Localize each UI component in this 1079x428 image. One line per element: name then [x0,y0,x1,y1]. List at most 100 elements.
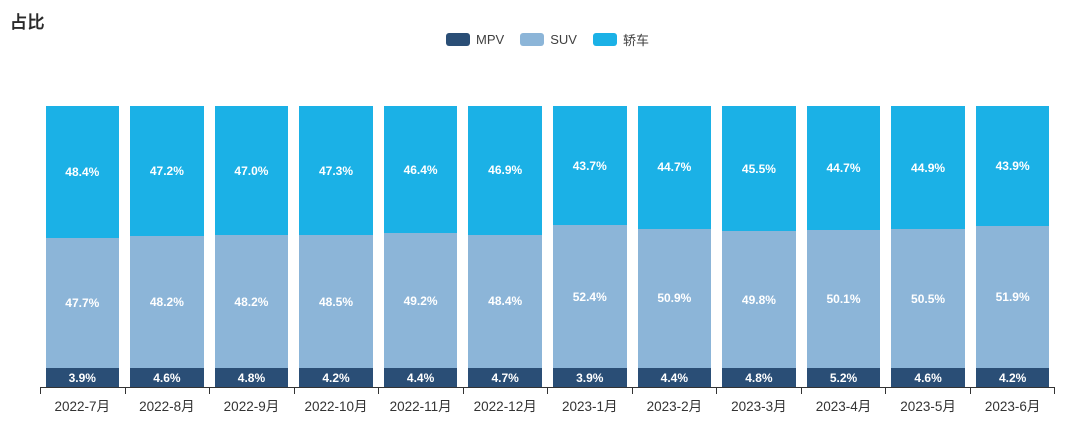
stacked-bar-2022-10月: 47.3% 48.5% 4.2% [299,106,373,387]
segment-value-label: 43.7% [572,158,607,173]
axis-tick [379,388,464,394]
bar-segment-轿车[interactable]: 48.4% [45,106,120,238]
plot-area: 48.4% 47.7% 3.9% 47.2% 48.2% 4.6% 47.0% 48.2% 4.… [40,106,1055,387]
bar-segment-MPV[interactable]: 4.4% [383,368,458,387]
segment-value-label: 3.9% [576,370,604,385]
bar-segment-MPV[interactable]: 5.2% [806,368,881,387]
bar-segment-MPV[interactable]: 4.7% [468,368,542,387]
stacked-bar-2023-2月: 44.7% 50.9% 4.4% [637,106,712,387]
bar-segment-MPV[interactable]: 4.8% [214,368,289,387]
bar-slot: 44.9% 50.5% 4.6% [886,106,971,387]
bar-segment-MPV[interactable]: 3.9% [552,368,627,387]
bar-segment-SUV[interactable]: 50.5% [891,229,965,368]
x-axis-label: 2023-4月 [815,399,872,414]
stacked-bar-2023-3月: 45.5% 49.8% 4.8% [722,106,796,387]
segment-value-label: 49.2% [403,293,438,308]
segment-value-label: 51.9% [995,290,1030,305]
stacked-bar-2023-4月: 44.7% 50.1% 5.2% [806,106,881,387]
x-axis-label: 2023-3月 [731,399,787,414]
x-axis-label: 2022-12月 [473,399,537,414]
segment-value-label: 4.7% [491,370,519,385]
bar-segment-SUV[interactable]: 48.5% [299,235,373,368]
segment-value-label: 47.3% [319,163,354,178]
x-axis-label: 2022-9月 [223,399,280,414]
bar-segment-轿车[interactable]: 47.0% [214,106,289,236]
segment-value-label: 4.6% [153,370,181,385]
bar-slot: 46.9% 48.4% 4.7% [463,106,548,387]
segment-value-label: 48.5% [319,294,354,309]
axis-tick [802,388,886,394]
segment-value-label: 4.2% [998,370,1027,385]
stacked-bar-2022-12月: 46.9% 48.4% 4.7% [468,106,542,387]
bar-segment-MPV[interactable]: 4.6% [891,368,965,387]
legend-label: SUV [550,32,577,47]
bar-segment-SUV[interactable]: 47.7% [45,237,120,368]
chart-legend: MPV SUV 轿车 [40,30,1055,49]
segment-value-label: 44.7% [657,160,692,175]
segment-value-label: 48.4% [65,164,100,179]
bar-segment-SUV[interactable]: 50.1% [806,229,881,368]
x-axis-labels: 2022-7月 2022-8月 2022-9月 2022-10月 2022-11月 202… [40,395,1055,415]
bar-segment-SUV[interactable]: 48.2% [214,235,289,368]
axis-tick [633,388,717,394]
bar-segment-MPV[interactable]: 4.2% [975,368,1050,387]
suv-legend-swatch-icon [520,33,545,46]
axis-tick [717,388,802,394]
segment-value-label: 48.4% [488,294,523,309]
bar-slot: 47.2% 48.2% 4.6% [125,106,210,387]
bar-segment-轿车[interactable]: 43.9% [975,106,1050,227]
sedan-legend-swatch-icon [592,33,617,46]
bar-segment-轿车[interactable]: 43.7% [552,106,627,226]
legend-item-mpv[interactable]: MPV [446,32,504,47]
segment-value-label: 47.7% [65,295,100,310]
legend-label: MPV [476,32,505,47]
segment-value-label: 47.0% [234,163,269,178]
bar-segment-MPV[interactable]: 4.8% [722,368,796,387]
segment-value-label: 45.5% [741,161,776,176]
bar-segment-MPV[interactable]: 3.9% [45,368,120,387]
bar-slot: 43.7% 52.4% 3.9% [547,106,632,387]
segment-value-label: 48.2% [149,294,184,309]
bar-segment-轿车[interactable]: 44.7% [637,106,712,229]
segment-value-label: 44.9% [911,160,946,175]
segment-value-label: 46.9% [488,163,523,178]
segment-value-label: 49.8% [741,292,776,307]
bar-segment-SUV[interactable]: 52.4% [552,225,627,368]
axis-tick [126,388,210,394]
bar-segment-MPV[interactable]: 4.6% [130,368,204,387]
axis-tick [40,388,126,394]
bar-segment-SUV[interactable]: 50.9% [637,228,712,368]
legend-label: 轿车 [622,33,649,48]
bar-segment-轿车[interactable]: 47.2% [130,106,204,236]
segment-value-label: 46.4% [403,162,438,177]
bar-slot: 47.0% 48.2% 4.8% [209,106,294,387]
stacked-bar-2022-7月: 48.4% 47.7% 3.9% [45,106,120,387]
bar-slot: 44.7% 50.1% 5.2% [801,106,886,387]
axis-tick [210,388,295,394]
segment-value-label: 50.9% [657,291,692,306]
bar-segment-轿车[interactable]: 47.3% [299,106,373,236]
chart-title: 占比 [10,13,45,32]
bar-segment-SUV[interactable]: 48.2% [130,235,204,368]
bar-segment-轿车[interactable]: 46.9% [468,106,542,235]
segment-value-label: 43.9% [995,159,1030,174]
bar-segment-轿车[interactable]: 44.7% [806,106,881,230]
bar-segment-轿车[interactable]: 46.4% [383,106,458,234]
legend-item-suv[interactable]: SUV [520,32,577,47]
bar-segment-SUV[interactable]: 49.2% [383,233,458,368]
legend-item-sedan[interactable]: 轿车 [592,30,649,49]
bar-segment-SUV[interactable]: 49.8% [722,231,796,368]
axis-tick [464,388,548,394]
segment-value-label: 50.1% [826,291,861,306]
bar-slot: 48.4% 47.7% 3.9% [40,106,125,387]
x-axis-label: 2023-6月 [984,399,1041,414]
x-axis-label: 2023-1月 [561,399,618,414]
segment-value-label: 3.9% [68,370,96,385]
bar-segment-MPV[interactable]: 4.4% [637,368,712,387]
bar-segment-MPV[interactable]: 4.2% [299,368,373,387]
bar-segment-SUV[interactable]: 48.4% [468,234,542,368]
bar-segment-轿车[interactable]: 45.5% [722,106,796,232]
bar-segment-轿车[interactable]: 44.9% [891,106,965,230]
bar-segment-SUV[interactable]: 51.9% [975,226,1050,368]
